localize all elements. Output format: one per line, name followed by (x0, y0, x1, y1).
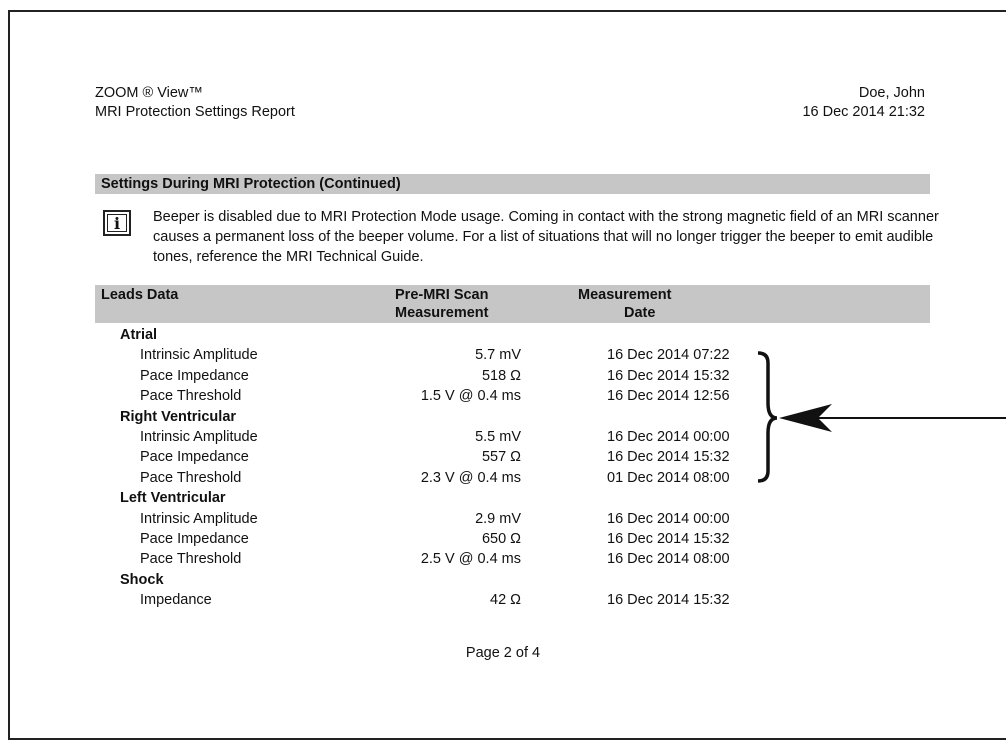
table-row: Pace Threshold 1.5 V @ 0.4 ms 16 Dec 2014 … (0, 386, 1006, 406)
leads-table-header: Leads Data Pre-MRI Scan Measurement Meas… (95, 285, 930, 323)
page-number: Page 2 of 4 (465, 645, 541, 661)
row-value: 650 Ω (481, 531, 521, 547)
row-label: Pace Threshold (140, 551, 242, 568)
report-title: MRI Protection Settings Report (95, 104, 295, 120)
beeper-note: Beeper is disabled due to MRI Protection… (153, 209, 939, 265)
group-label: Left Ventricular (120, 490, 226, 507)
app-name: ZOOM ® View™ (95, 85, 203, 101)
row-date: 16 Dec 2014 15:32 (607, 367, 730, 384)
row-date: 16 Dec 2014 12:56 (607, 388, 730, 405)
table-row: Intrinsic Amplitude 2.9 mV 16 Dec 2014 00:… (0, 509, 1006, 529)
pre-mri-header-line1: Pre-MRI Scan (395, 287, 489, 303)
group-label: Right Ventricular (120, 408, 237, 425)
row-label: Pace Threshold (140, 388, 242, 405)
patient-name: Doe, John (858, 85, 925, 101)
table-row: Pace Impedance 650 Ω 16 Dec 2014 15:32 (0, 529, 1006, 549)
row-value: 5.7 mV (475, 347, 521, 364)
info-icon: i (103, 210, 131, 236)
table-row: Pace Impedance 518 Ω 16 Dec 2014 15:32 (0, 366, 1006, 386)
group-row: Atrial (0, 325, 1006, 345)
table-row: Intrinsic Amplitude 5.5 mV 16 Dec 2014 00:… (0, 427, 1006, 447)
group-row: Shock (0, 570, 1006, 590)
table-row: Pace Impedance 557 Ω 16 Dec 2014 15:32 (0, 447, 1006, 467)
group-label: Atrial (120, 327, 158, 343)
pre-mri-header-line2: Measurement (395, 305, 489, 321)
row-value: 518 Ω (481, 367, 521, 384)
row-value: 42 Ω (490, 592, 521, 609)
row-label: Pace Impedance (140, 367, 249, 384)
row-date: 16 Dec 2014 15:32 (607, 531, 730, 547)
table-row: Pace Threshold 2.5 V @ 0.4 ms 16 Dec 2014 … (0, 549, 1006, 569)
row-label: Intrinsic Amplitude (140, 429, 258, 445)
row-value: 557 Ω (481, 449, 521, 466)
table-row: Intrinsic Amplitude 5.7 mV 16 Dec 2014 07:… (0, 345, 1006, 365)
row-label: Intrinsic Amplitude (140, 347, 258, 364)
row-label: Impedance (140, 592, 212, 609)
group-row: Left Ventricular (0, 488, 1006, 508)
row-value: 2.5 V @ 0.4 ms (420, 551, 521, 568)
row-value: 2.3 V @ 0.4 ms (420, 469, 521, 486)
row-date: 16 Dec 2014 08:00 (607, 551, 730, 568)
group-label: Shock (120, 571, 164, 588)
row-label: Pace Impedance (140, 531, 249, 547)
report-header-right: Doe, John 16 Dec 2014 21:32 (802, 84, 925, 122)
leads-column-header: Leads Data (101, 287, 179, 303)
row-label: Pace Threshold (140, 469, 242, 486)
date-header-line2: Date (624, 305, 656, 321)
row-value: 1.5 V @ 0.4 ms (420, 388, 521, 405)
row-label: Pace Impedance (140, 449, 249, 466)
row-date: 01 Dec 2014 08:00 (607, 469, 730, 486)
row-date: 16 Dec 2014 15:32 (607, 592, 730, 609)
row-date: 16 Dec 2014 00:00 (607, 510, 730, 527)
table-row: Impedance 42 Ω 16 Dec 2014 15:32 (0, 590, 1006, 610)
date-header-line1: Measurement (578, 287, 672, 303)
report-datetime: 16 Dec 2014 21:32 (802, 104, 925, 120)
row-date: 16 Dec 2014 15:32 (607, 449, 730, 466)
table-row: Pace Threshold 2.3 V @ 0.4 ms 01 Dec 2014 … (0, 468, 1006, 488)
report-header-left: ZOOM ® View™ MRI Protection Settings Rep… (95, 84, 295, 122)
group-row: Right Ventricular (0, 407, 1006, 427)
row-date: 16 Dec 2014 07:22 (607, 347, 730, 364)
section-title: Settings During MRI Protection (Continue… (95, 174, 930, 194)
row-value: 2.9 mV (475, 510, 521, 527)
date-column-header: Measurement Date (578, 286, 671, 322)
row-date: 16 Dec 2014 00:00 (607, 429, 730, 445)
pre-mri-column-header: Pre-MRI Scan Measurement (395, 286, 488, 322)
row-label: Intrinsic Amplitude (140, 510, 258, 527)
row-value: 5.5 mV (475, 429, 521, 445)
